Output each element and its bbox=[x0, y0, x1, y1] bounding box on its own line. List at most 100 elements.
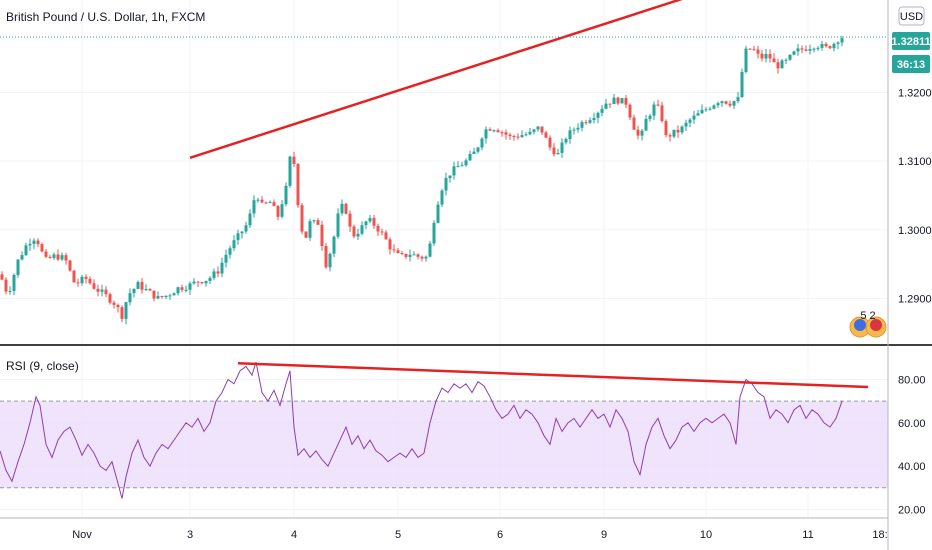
candle-body bbox=[680, 126, 684, 133]
candle-body bbox=[620, 98, 624, 104]
candle-body bbox=[48, 256, 52, 258]
time-axis[interactable]: Nov 3 4 5 6 9 10 11 18: bbox=[72, 529, 887, 541]
candle-body bbox=[504, 132, 508, 135]
candle-body bbox=[392, 249, 396, 251]
candle-body bbox=[484, 129, 488, 139]
candle-body bbox=[576, 127, 580, 130]
candle-body bbox=[640, 130, 644, 136]
candle-body bbox=[648, 115, 652, 119]
time-tick-label: 3 bbox=[187, 529, 193, 541]
candle-body bbox=[448, 175, 452, 179]
price-trendline[interactable] bbox=[189, 0, 838, 159]
candle-body bbox=[596, 112, 600, 118]
candle-body bbox=[400, 252, 404, 254]
candle-body bbox=[440, 190, 444, 205]
candle-body bbox=[764, 54, 768, 59]
candle-body bbox=[224, 254, 228, 263]
events-badge[interactable]: 5 2 bbox=[849, 310, 887, 338]
candle-body bbox=[412, 254, 416, 256]
candle-body bbox=[760, 53, 764, 59]
last-price-tag: 1.32811 bbox=[891, 32, 931, 50]
candle-body bbox=[540, 126, 544, 133]
time-tick-label: Nov bbox=[72, 529, 92, 541]
candle-body bbox=[144, 289, 148, 291]
currency-label: USD bbox=[900, 11, 923, 23]
candle-body bbox=[416, 254, 420, 257]
candle-body bbox=[744, 48, 748, 73]
candle-body bbox=[804, 49, 808, 51]
candle-body bbox=[188, 283, 192, 290]
candle-body bbox=[156, 296, 160, 299]
chart-title: British Pound / U.S. Dollar, 1h, FXCM bbox=[6, 10, 205, 24]
candle-body bbox=[608, 103, 612, 105]
candle-body bbox=[708, 108, 712, 110]
candle-body bbox=[552, 147, 556, 155]
candle-body bbox=[24, 245, 28, 256]
candle-body bbox=[480, 138, 484, 148]
price-grid bbox=[0, 0, 888, 345]
candle-body bbox=[836, 42, 840, 44]
candle-body bbox=[724, 101, 728, 104]
candle-body bbox=[52, 254, 56, 258]
candle-body bbox=[700, 109, 704, 114]
candle-body bbox=[792, 51, 796, 55]
candle-body bbox=[320, 224, 324, 247]
candle-body bbox=[168, 295, 172, 297]
candle-body bbox=[756, 49, 760, 54]
candle-body bbox=[528, 131, 532, 135]
candle-body bbox=[660, 105, 664, 122]
candle-body bbox=[796, 48, 800, 52]
price-tick-label: 1.31000 bbox=[898, 156, 932, 168]
candle-body bbox=[840, 38, 844, 43]
candle-body bbox=[712, 105, 716, 109]
candle-body bbox=[496, 130, 500, 133]
candle-body bbox=[384, 232, 388, 240]
candle-body bbox=[716, 103, 720, 106]
candle-body bbox=[488, 129, 492, 131]
candle-body bbox=[120, 307, 124, 319]
candle-body bbox=[564, 139, 568, 143]
candle-body bbox=[428, 243, 432, 257]
candle-body bbox=[116, 304, 120, 308]
candle-body bbox=[500, 132, 504, 134]
candle-body bbox=[360, 225, 364, 234]
candle-body bbox=[776, 62, 780, 69]
time-tick-label: 4 bbox=[291, 529, 297, 541]
candle-body bbox=[240, 231, 244, 234]
rsi-tick-label: 20.00 bbox=[898, 504, 926, 516]
candle-body bbox=[140, 281, 144, 290]
candle-body bbox=[788, 54, 792, 60]
candle-body bbox=[420, 256, 424, 259]
candle-body bbox=[216, 271, 220, 274]
candle-body bbox=[136, 281, 140, 289]
flag-icon bbox=[870, 319, 882, 331]
candle-body bbox=[740, 72, 744, 98]
candle-body bbox=[44, 251, 48, 257]
candle-body bbox=[344, 203, 348, 214]
price-axis[interactable]: 1.32000 1.31000 1.30000 1.29000 bbox=[898, 88, 932, 306]
candle-body bbox=[600, 108, 604, 113]
candle-body bbox=[696, 113, 700, 116]
candle-body bbox=[8, 290, 12, 292]
candle-body bbox=[16, 259, 20, 275]
candle-body bbox=[572, 129, 576, 131]
time-tick-label: 10 bbox=[700, 529, 712, 541]
rsi-tick-label: 60.00 bbox=[898, 418, 926, 430]
price-tick-label: 1.29000 bbox=[898, 293, 932, 305]
candle-body bbox=[512, 135, 516, 137]
candle-body bbox=[128, 293, 132, 303]
rsi-trendline[interactable] bbox=[237, 361, 869, 389]
candle-body bbox=[784, 59, 788, 61]
rsi-band bbox=[0, 401, 888, 488]
candle-body bbox=[88, 278, 92, 284]
rsi-axis[interactable]: 80.00 60.00 40.00 20.00 bbox=[898, 374, 926, 516]
candle-body bbox=[560, 142, 564, 153]
candle-body bbox=[284, 185, 288, 205]
currency-button[interactable]: USD bbox=[898, 6, 925, 26]
candle-body bbox=[176, 287, 180, 294]
candle-body bbox=[248, 213, 252, 226]
candle-body bbox=[72, 270, 76, 283]
candle-body bbox=[748, 48, 752, 50]
candle-body bbox=[452, 166, 456, 176]
